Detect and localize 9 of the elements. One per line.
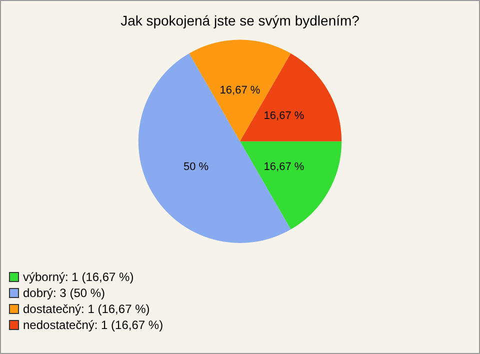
data-label: 50 % xyxy=(183,160,209,173)
legend-label: dobrý: 3 (50 %) xyxy=(23,286,106,300)
data-label: 16,67 % xyxy=(264,160,304,173)
chart-title: Jak spokojená jste se svým bydlením? xyxy=(120,12,360,28)
legend-label: nedostatečný: 1 (16,67 %) xyxy=(23,318,164,332)
legend-label: výborný: 1 (16,67 %) xyxy=(23,270,134,284)
data-label: 16,67 % xyxy=(264,110,304,122)
data-label: 16,67 % xyxy=(220,84,260,97)
legend-label: dostatečný: 1 (16,67 %) xyxy=(23,302,150,316)
